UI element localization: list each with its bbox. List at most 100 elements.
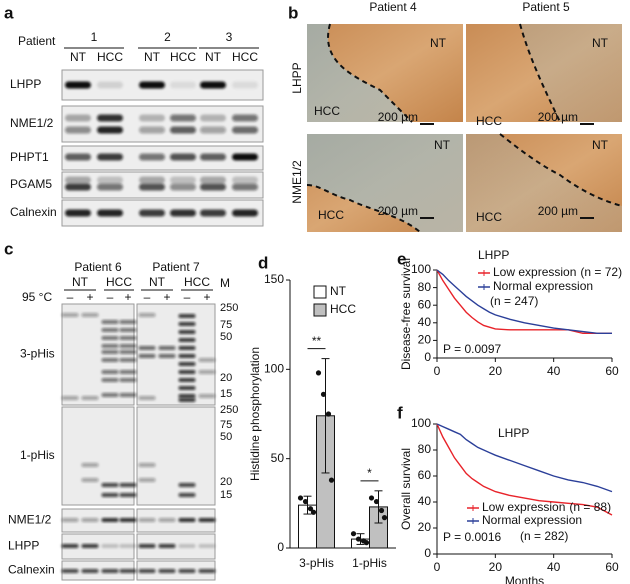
patient-label: 1 xyxy=(91,30,98,44)
blot-band xyxy=(158,346,176,350)
marker-label: 50 xyxy=(220,331,232,343)
lane-label: NT xyxy=(144,50,161,64)
blot-band xyxy=(158,518,176,522)
row-label: 3-pHis xyxy=(20,347,55,361)
blot-band xyxy=(178,483,196,487)
marker-label: 20 xyxy=(220,372,232,384)
blot-band xyxy=(139,126,165,134)
data-point xyxy=(381,515,388,521)
x-tick-label: 1-pHis xyxy=(352,556,387,570)
scale-label: 200 µm xyxy=(538,204,578,218)
marker-label: 250 xyxy=(220,404,238,416)
blot-band xyxy=(178,346,196,350)
lane-label: HCC xyxy=(97,50,123,64)
marker-label: 75 xyxy=(220,319,232,331)
tissue-label: HCC xyxy=(476,210,502,224)
y-tick-label: 50 xyxy=(271,451,285,465)
blot-band xyxy=(170,126,196,134)
row-title: Patient xyxy=(18,34,56,48)
blot-band xyxy=(61,313,79,317)
blot-band xyxy=(119,350,137,354)
legend-label: Low expression xyxy=(482,500,565,514)
y-tick-label: 60 xyxy=(418,297,432,311)
blot-band xyxy=(138,518,156,522)
blot-band xyxy=(198,370,216,374)
tissue-label: HCC xyxy=(476,114,502,128)
blot-band xyxy=(138,346,156,350)
blot-band xyxy=(65,183,91,191)
blot-band xyxy=(101,483,119,487)
blot-band xyxy=(178,354,196,358)
blot-band xyxy=(81,463,99,467)
blot-band xyxy=(170,153,196,161)
blot-band xyxy=(139,153,165,161)
blot-band xyxy=(119,320,137,324)
marker-label: 50 xyxy=(220,431,232,443)
panel-label: f xyxy=(397,403,403,422)
x-tick-label: 20 xyxy=(489,560,503,574)
x-tick-label: 40 xyxy=(547,560,561,574)
blot-band xyxy=(178,398,196,402)
treatment-sign: – xyxy=(184,290,191,304)
patient-label: Patient 6 xyxy=(74,260,122,274)
x-tick-label: 3-pHis xyxy=(299,556,334,570)
blot-band xyxy=(119,544,137,548)
scale-label: 200 µm xyxy=(378,110,418,124)
blot-band xyxy=(119,393,137,397)
chart-title: LHPP xyxy=(478,248,509,262)
y-tick-label: 40 xyxy=(418,494,432,508)
y-axis-label: Overall survival xyxy=(399,448,413,530)
blot-band xyxy=(178,386,196,390)
legend-label: NT xyxy=(330,284,347,298)
y-tick-label: 0 xyxy=(277,540,284,554)
y-tick-label: 20 xyxy=(418,520,432,534)
blot-band xyxy=(97,183,123,191)
patient-label: Patient 5 xyxy=(522,0,570,14)
blot-band xyxy=(178,314,196,318)
group-label: HCC xyxy=(106,275,132,289)
y-tick-label: 100 xyxy=(411,262,431,276)
blot-band xyxy=(97,153,123,161)
blot-strip xyxy=(136,406,216,506)
blot-band xyxy=(119,493,137,497)
blot-band xyxy=(198,358,216,362)
panel-label: e xyxy=(397,249,406,268)
blot-band xyxy=(81,544,99,548)
marker-label: 15 xyxy=(220,489,232,501)
y-tick-label: 40 xyxy=(418,315,432,329)
data-point xyxy=(307,506,314,512)
marker-title: M xyxy=(220,276,230,290)
blot-band xyxy=(139,176,165,184)
blot-band xyxy=(119,370,137,374)
ihc-region xyxy=(466,134,622,232)
blot-band xyxy=(101,569,119,573)
legend-n-label: (n = 282) xyxy=(520,529,568,543)
blot-band xyxy=(232,114,258,122)
blot-band xyxy=(138,569,156,573)
patient-label: Patient 4 xyxy=(369,0,417,14)
y-tick-label: 60 xyxy=(418,468,432,482)
treatment-sign: + xyxy=(203,290,210,304)
row-label: Calnexin xyxy=(10,205,57,219)
blot-band xyxy=(139,209,165,217)
patient-label: Patient 7 xyxy=(152,260,200,274)
ihc-region xyxy=(307,24,412,122)
patient-label: 2 xyxy=(164,30,171,44)
blot-band xyxy=(139,114,165,122)
survival-curve xyxy=(436,269,612,335)
blot-band xyxy=(101,393,119,397)
data-point xyxy=(297,495,304,501)
y-tick-label: 100 xyxy=(264,362,284,376)
blot-band xyxy=(198,544,216,548)
data-point xyxy=(350,531,357,537)
blot-band xyxy=(170,81,196,89)
panel-label: c xyxy=(4,239,13,258)
blot-strip xyxy=(61,406,135,506)
y-axis-label: Disease-free survival xyxy=(399,258,413,370)
x-tick-label: 60 xyxy=(605,560,619,574)
blot-band xyxy=(200,114,226,122)
scale-label: 200 µm xyxy=(378,204,418,218)
blot-band xyxy=(119,344,137,348)
y-axis-label: Histidine phosphorylation xyxy=(248,347,262,481)
